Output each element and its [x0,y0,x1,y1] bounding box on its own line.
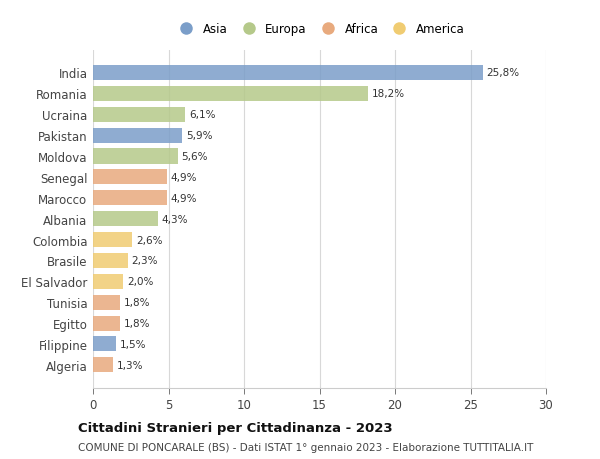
Bar [93,337,116,352]
Text: COMUNE DI PONCARALE (BS) - Dati ISTAT 1° gennaio 2023 - Elaborazione TUTTITALIA.: COMUNE DI PONCARALE (BS) - Dati ISTAT 1°… [78,442,533,452]
Text: 4,9%: 4,9% [171,193,197,203]
Text: 5,9%: 5,9% [186,131,212,141]
Bar [93,233,132,247]
Bar [93,129,182,143]
Text: 4,3%: 4,3% [162,214,188,224]
Bar [93,358,113,373]
Bar [93,66,482,81]
Text: 2,0%: 2,0% [127,277,154,287]
Bar [93,295,120,310]
Legend: Asia, Europa, Africa, America: Asia, Europa, Africa, America [174,22,465,36]
Text: 1,8%: 1,8% [124,319,151,328]
Text: 25,8%: 25,8% [487,68,520,78]
Bar [93,316,120,331]
Text: 1,8%: 1,8% [124,297,151,308]
Text: 2,3%: 2,3% [131,256,158,266]
Text: 1,3%: 1,3% [116,360,143,370]
Bar [93,212,158,227]
Text: 5,6%: 5,6% [181,151,208,162]
Bar [93,87,368,101]
Text: 6,1%: 6,1% [189,110,215,120]
Bar [93,149,178,164]
Bar [93,191,167,206]
Text: 4,9%: 4,9% [171,173,197,183]
Bar [93,107,185,123]
Bar [93,274,123,289]
Text: 2,6%: 2,6% [136,235,163,245]
Text: Cittadini Stranieri per Cittadinanza - 2023: Cittadini Stranieri per Cittadinanza - 2… [78,421,392,434]
Bar [93,170,167,185]
Bar [93,253,128,269]
Text: 1,5%: 1,5% [119,339,146,349]
Text: 18,2%: 18,2% [371,89,405,99]
